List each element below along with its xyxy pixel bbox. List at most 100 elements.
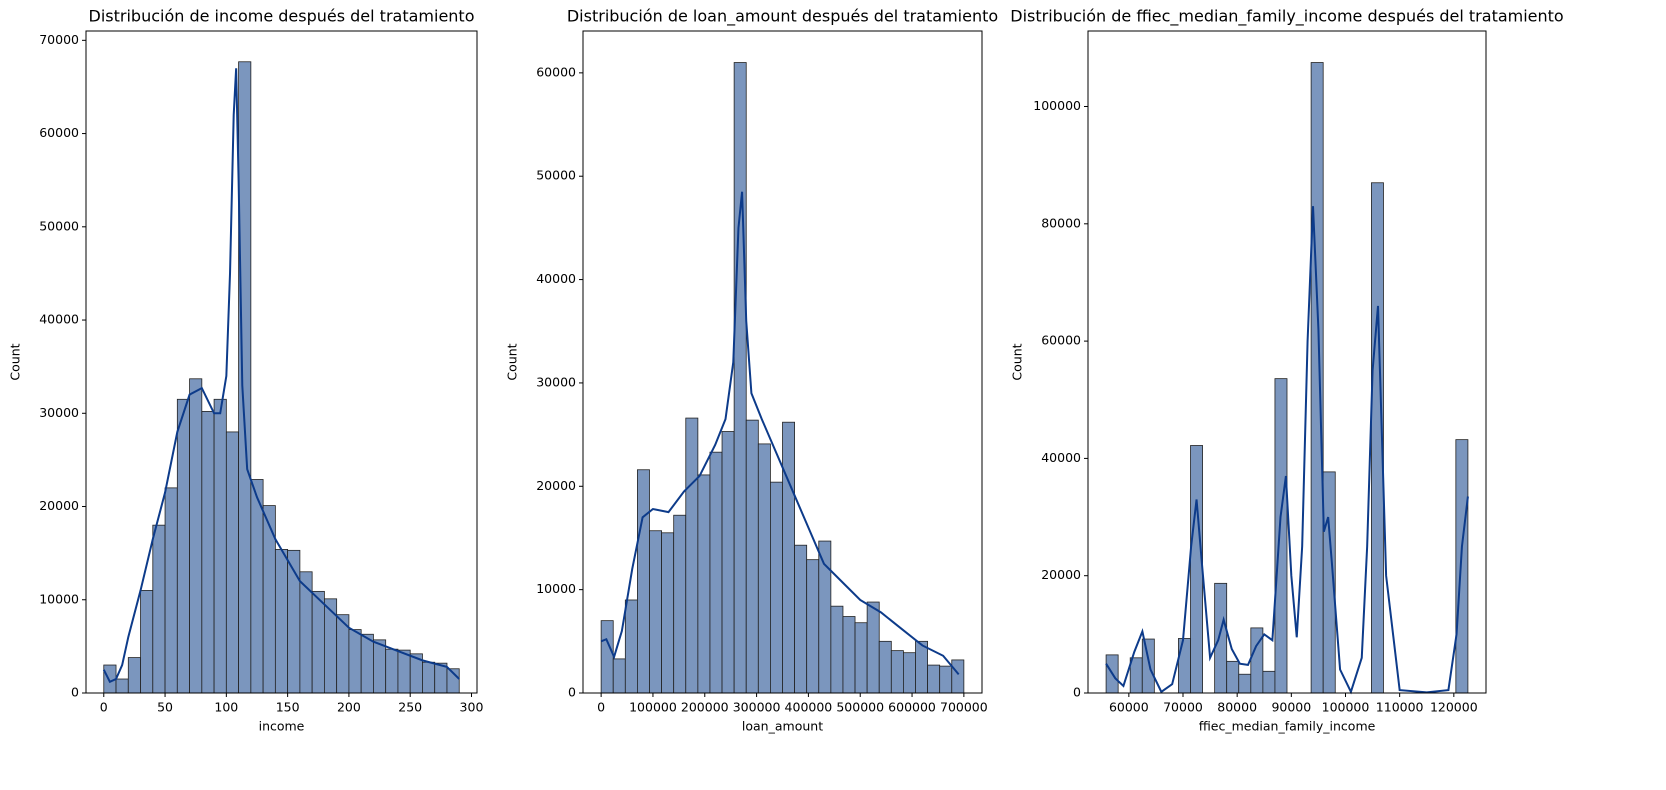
axes-frame: [582, 30, 983, 694]
bar: [830, 605, 844, 694]
x-tick-label: 250: [398, 700, 422, 715]
bar: [1129, 657, 1143, 694]
x-tick-label: 200000: [681, 700, 729, 715]
bar: [127, 657, 141, 694]
bar: [422, 661, 436, 694]
bar: [1226, 660, 1240, 694]
chart-title: Distribución de ffiec_median_family_inco…: [1010, 7, 1563, 27]
panel: 0 100000 200000 300000 400000 500000 600000 700…: [505, 7, 999, 734]
bar: [213, 398, 227, 694]
axes-frame: [85, 30, 478, 694]
y-tick-label: 80000: [1041, 215, 1081, 230]
bar: [348, 629, 362, 694]
x-tick-label: 120000: [1430, 700, 1478, 715]
axes-frame: [1087, 30, 1487, 694]
y-axis-label: Count: [8, 343, 23, 380]
bar: [685, 417, 699, 694]
x-tick-label: 150: [276, 700, 300, 715]
y-tick-label: 40000: [536, 271, 576, 286]
chart-title: Distribución de income después del trata…: [89, 7, 475, 26]
y-tick-label: 50000: [536, 168, 576, 183]
x-tick-label: 400000: [785, 700, 833, 715]
bar: [624, 599, 638, 694]
y-tick-label: 30000: [39, 405, 79, 420]
x-tick-label: 300000: [733, 700, 781, 715]
x-tick-label: 90000: [1271, 700, 1311, 715]
bar: [927, 664, 941, 694]
bar: [697, 474, 711, 694]
x-tick-label: 100000: [629, 700, 677, 715]
kde-line: [1105, 206, 1469, 695]
y-tick-label: 60000: [39, 125, 79, 140]
bar: [250, 479, 264, 694]
bar: [794, 544, 808, 694]
x-tick-label: 600000: [888, 700, 936, 715]
bar: [152, 524, 166, 694]
bar: [903, 652, 916, 694]
bar: [225, 431, 240, 694]
chart-title: Distribución de loan_amount después del …: [567, 7, 998, 27]
bar: [311, 590, 325, 694]
bar: [878, 640, 892, 694]
x-tick-label: 300: [460, 700, 484, 715]
y-tick-label: 70000: [39, 32, 79, 47]
x-axis-label: income: [259, 719, 305, 734]
x-axis-label: loan_amount: [742, 719, 823, 734]
bar: [649, 530, 662, 694]
bar: [890, 650, 904, 694]
bar: [1141, 638, 1155, 694]
x-tick-label: 110000: [1376, 700, 1424, 715]
x-tick-label: 700000: [940, 700, 988, 715]
y-tick-label: 50000: [39, 218, 79, 233]
bar: [360, 633, 374, 694]
kde-line: [102, 68, 460, 684]
bar: [733, 62, 747, 694]
x-tick-label: 200: [337, 700, 361, 715]
bar: [1178, 638, 1191, 694]
bar: [1310, 62, 1324, 694]
y-tick-label: 40000: [39, 312, 79, 327]
y-tick-label: 100000: [1033, 98, 1081, 113]
bar: [745, 419, 759, 694]
bar: [434, 662, 448, 694]
kde-line: [600, 191, 960, 676]
bar: [915, 640, 928, 694]
x-tick-label: 100: [214, 700, 238, 715]
x-tick-label: 80000: [1217, 700, 1257, 715]
bar: [1190, 445, 1203, 694]
x-tick-label: 60000: [1109, 700, 1149, 715]
bar: [1238, 673, 1252, 694]
bar: [806, 559, 820, 694]
y-axis-label: Count: [1010, 343, 1025, 380]
y-tick-label: 10000: [39, 591, 79, 606]
bar: [842, 616, 856, 694]
bar: [939, 665, 953, 694]
bar: [189, 378, 203, 694]
x-tick-label: 0: [597, 700, 605, 715]
bar: [721, 431, 735, 694]
x-tick-label: 70000: [1163, 700, 1203, 715]
bar: [1455, 439, 1469, 694]
bar: [782, 421, 795, 694]
bar: [637, 469, 650, 694]
bar: [238, 61, 252, 694]
bar: [612, 658, 626, 694]
bar: [176, 398, 190, 694]
y-tick-label: 0: [1073, 685, 1081, 700]
bar: [770, 481, 783, 694]
bar: [951, 659, 965, 694]
y-tick-label: 40000: [1041, 450, 1081, 465]
x-tick-label: 100000: [1322, 700, 1370, 715]
bar: [201, 411, 215, 694]
bar: [866, 601, 880, 694]
y-tick-label: 0: [568, 685, 576, 700]
x-axis-label: ffiec_median_family_income: [1199, 719, 1376, 734]
bar: [385, 648, 399, 694]
y-tick-label: 20000: [1041, 567, 1081, 582]
y-tick-label: 60000: [536, 64, 576, 79]
bar: [673, 514, 687, 694]
y-axis-label: Count: [505, 343, 520, 380]
x-tick-label: 500000: [836, 700, 884, 715]
bar: [397, 649, 411, 694]
bar: [600, 620, 614, 694]
